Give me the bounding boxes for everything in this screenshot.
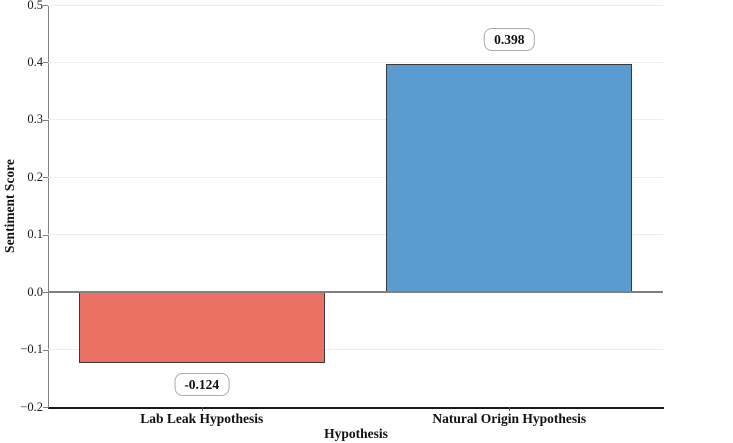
value-label-lab-leak-hypothesis: -0.124 xyxy=(174,373,230,397)
x-tick-label-lab-leak-hypothesis: Lab Leak Hypothesis xyxy=(140,411,264,426)
x-tick xyxy=(509,407,511,411)
y-tick xyxy=(43,119,48,121)
zero-line xyxy=(48,291,663,294)
y-tick-label: 0.3 xyxy=(27,112,43,127)
gridline xyxy=(48,4,663,6)
gridline xyxy=(48,61,663,63)
y-tick-label: 0.5 xyxy=(27,0,43,12)
y-tick xyxy=(43,292,48,294)
gridline xyxy=(48,349,663,351)
x-tick-label-natural-origin-hypothesis: Natural Origin Hypothesis xyxy=(432,411,587,426)
y-tick-label: 0.4 xyxy=(27,54,43,69)
x-axis-title: Hypothesis xyxy=(324,426,388,441)
y-tick xyxy=(43,177,48,179)
y-tick xyxy=(43,234,48,236)
gridline xyxy=(48,176,663,178)
gridline xyxy=(48,119,663,121)
y-tick-label: 0.1 xyxy=(27,227,43,242)
plot-area xyxy=(48,5,664,409)
y-tick-label: 0.2 xyxy=(27,169,43,184)
y-tick xyxy=(43,349,48,351)
x-tick xyxy=(201,407,203,411)
gridline xyxy=(48,234,663,236)
y-tick-label: −0.2 xyxy=(20,399,43,414)
y-tick xyxy=(43,407,48,408)
value-label-natural-origin-hypothesis: 0.398 xyxy=(484,27,535,51)
y-tick-label: 0.0 xyxy=(27,284,43,299)
y-tick-label: −0.1 xyxy=(20,342,43,357)
bar-natural-origin-hypothesis xyxy=(386,63,633,293)
bar-lab-leak-hypothesis xyxy=(78,292,325,364)
y-tick xyxy=(43,62,48,64)
y-tick xyxy=(43,5,48,6)
